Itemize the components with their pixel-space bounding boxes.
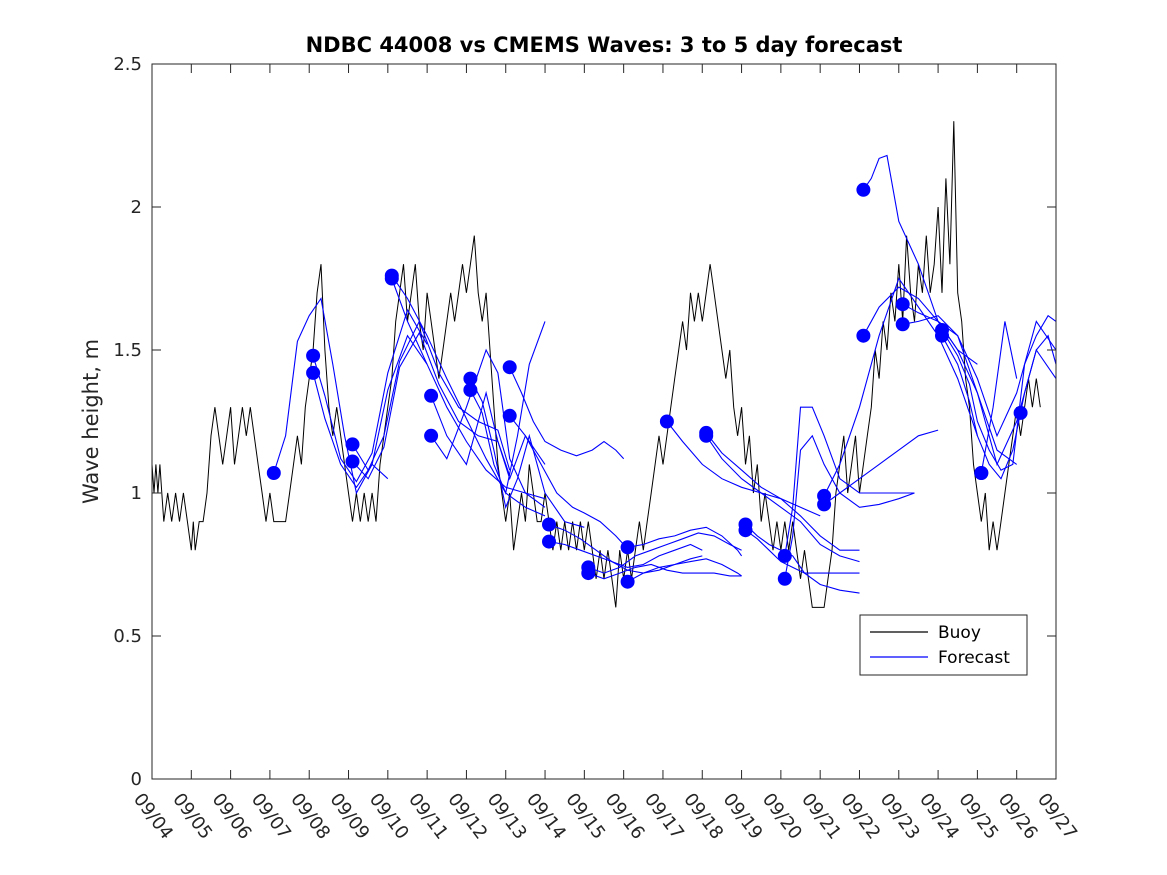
forecast-line-26: [784, 434, 915, 579]
forecast-line-20: [666, 421, 821, 517]
forecast-line-14: [548, 523, 703, 568]
forecast-marker-13: [502, 408, 517, 423]
forecast-start-markers: [266, 182, 1028, 589]
forecast-marker-19: [620, 574, 635, 589]
forecast-marker-28: [817, 497, 832, 512]
forecast-marker-18: [620, 540, 635, 555]
forecast-line-12: [509, 366, 625, 460]
forecast-line-18: [627, 526, 743, 557]
legend-label-buoy: Buoy: [938, 623, 981, 643]
legend-label-forecast: Forecast: [938, 648, 1010, 668]
legend-box: [859, 614, 1028, 676]
forecast-marker-29: [856, 182, 871, 197]
forecast-marker-36: [974, 466, 989, 480]
forecast-line-25: [784, 406, 915, 556]
y-tick-label: 1: [131, 483, 142, 504]
forecast-line-8: [430, 390, 546, 481]
forecast-marker-8: [424, 388, 439, 403]
forecast-marker-37: [1013, 405, 1028, 420]
forecast-marker-22: [699, 428, 714, 443]
y-axis-label: Wave height, m: [79, 339, 103, 504]
forecast-marker-26: [777, 571, 792, 586]
y-tick-label: 0.5: [113, 626, 142, 647]
forecast-line-33: [941, 314, 1057, 471]
forecast-line-27: [823, 277, 978, 497]
forecast-line-10: [469, 378, 585, 528]
axes-frame: [151, 63, 1057, 780]
forecast-marker-2: [306, 348, 321, 363]
forecast-line-35: [980, 321, 1018, 474]
forecast-line-2: [312, 308, 428, 483]
y-tick-label: 0: [131, 769, 142, 790]
forecast-line-24: [745, 529, 860, 574]
forecast-line-28: [823, 429, 939, 505]
forecast-line-13: [509, 415, 625, 545]
forecast-marker-20: [659, 414, 674, 429]
forecast-line-19: [627, 558, 742, 583]
forecast-marker-5: [345, 454, 360, 469]
forecast-marker-9: [424, 428, 439, 443]
forecast-marker-4: [345, 437, 360, 452]
forecast-line-7: [391, 278, 546, 500]
forecast-marker-15: [542, 534, 556, 549]
forecast-marker-1: [266, 466, 281, 480]
y-tick-label: 2.5: [113, 54, 142, 75]
forecast-marker-32: [895, 317, 910, 332]
forecast-line-23: [745, 524, 860, 594]
chart-title: NDBC 44008 vs CMEMS Waves: 3 to 5 day fo…: [306, 33, 903, 57]
buoy-series: [151, 121, 1041, 608]
forecast-marker-12: [502, 360, 517, 375]
forecast-line-21: [705, 432, 860, 551]
forecast-marker-25: [777, 548, 792, 563]
forecast-marker-24: [738, 523, 753, 538]
forecast-marker-14: [542, 517, 556, 532]
y-axis-ticks: 0 0.5 1 1.5 2 2.5: [113, 54, 1056, 790]
forecast-line-34: [941, 334, 1057, 480]
forecast-marker-34: [935, 328, 949, 343]
forecast-line-22: [705, 435, 860, 563]
forecast-series-group: [273, 154, 1057, 594]
forecast-marker-11: [463, 383, 478, 397]
forecast-line-1: [273, 297, 389, 495]
forecast-marker-7: [384, 271, 399, 286]
y-tick-label: 2: [131, 197, 142, 218]
y-tick-label: 1.5: [113, 340, 142, 361]
forecast-marker-30: [856, 328, 871, 343]
forecast-marker-3: [306, 365, 321, 380]
forecast-marker-31: [895, 297, 910, 312]
forecast-line-9: [430, 348, 546, 508]
forecast-line-17: [588, 563, 742, 580]
forecast-line-31: [902, 303, 1057, 438]
forecast-line-3: [312, 334, 428, 489]
forecast-line-16: [588, 532, 742, 574]
legend: Buoy Forecast: [859, 614, 1028, 676]
forecast-line-11: [469, 321, 546, 495]
forecast-marker-17: [581, 566, 596, 581]
buoy-line: [151, 121, 1041, 608]
forecast-line-6: [391, 275, 546, 517]
